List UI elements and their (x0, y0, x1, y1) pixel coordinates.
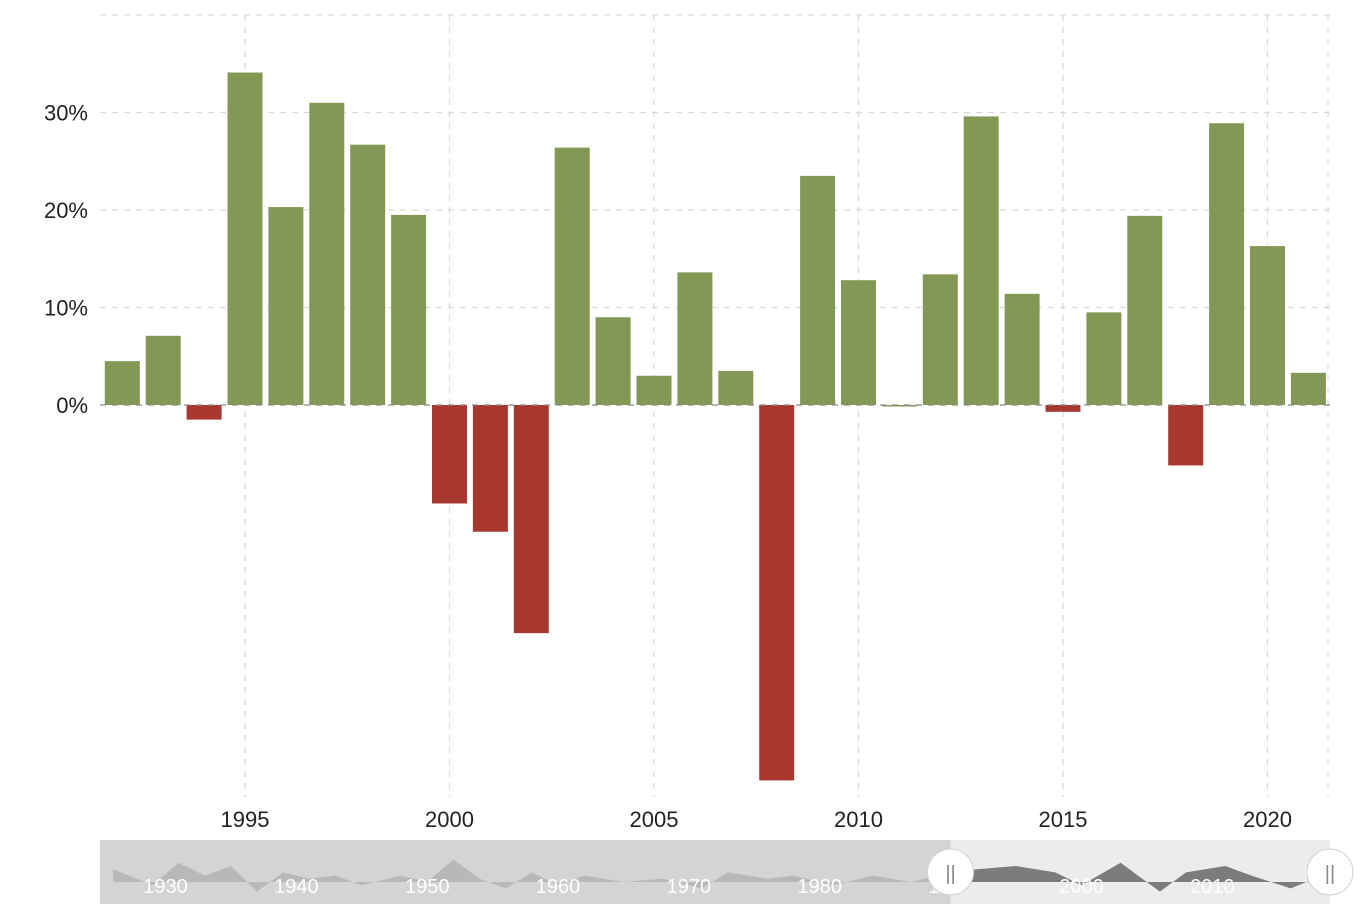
y-tick-label: 20% (44, 198, 88, 223)
bar-2003[interactable] (554, 147, 590, 405)
bar-1992[interactable] (104, 361, 140, 405)
bar-2001[interactable] (472, 405, 508, 532)
navigator-series-area-selected (950, 862, 1330, 892)
bar-2007[interactable] (718, 370, 754, 405)
navigator-axis-label: 1940 (274, 876, 319, 898)
grip-icon: || (945, 863, 955, 885)
bar-2000[interactable] (432, 405, 467, 504)
bar-2010[interactable] (841, 280, 876, 405)
bar-2014[interactable] (1004, 293, 1040, 405)
bar-2021[interactable] (1290, 372, 1326, 405)
x-tick-label: 2010 (834, 807, 883, 832)
x-tick-label: 2005 (630, 807, 679, 832)
x-axis-labels: 1995 2000 2005 2010 2015 2020 (221, 807, 1292, 832)
bar-1996[interactable] (268, 207, 304, 405)
bars (104, 72, 1326, 781)
grid-lines (100, 14, 1330, 797)
navigator-axis-label: 2000 (1059, 876, 1104, 898)
navigator-right-handle[interactable]: || (1306, 848, 1354, 896)
navigator-series-area (113, 859, 951, 892)
navigator-axis-label: 1930 (143, 876, 188, 898)
y-tick-label: 30% (44, 101, 88, 126)
bar-2013[interactable] (963, 116, 999, 406)
navigator-axis-label: 2010 (1190, 876, 1235, 898)
bar-2009[interactable] (800, 175, 836, 405)
bar-1993[interactable] (145, 335, 181, 405)
navigator-axis-label: 1980 (798, 876, 843, 898)
x-tick-label: 2020 (1243, 807, 1292, 832)
x-tick-label: 1995 (221, 807, 270, 832)
navigator-axis-label: 1970 (667, 876, 712, 898)
bar-2004[interactable] (595, 317, 631, 405)
bar-2017[interactable] (1127, 215, 1163, 405)
bar-1995[interactable] (227, 72, 263, 406)
bar-2011[interactable] (881, 405, 917, 407)
bar-2005[interactable] (636, 375, 672, 405)
bar-2002[interactable] (513, 405, 549, 634)
handle-circle[interactable] (927, 848, 975, 896)
bar-1994[interactable] (186, 405, 222, 420)
bar-2015[interactable] (1045, 405, 1081, 412)
bar-2008[interactable] (759, 405, 795, 781)
bar-2016[interactable] (1086, 312, 1122, 405)
handle-circle[interactable] (1306, 848, 1354, 896)
bar-2020[interactable] (1250, 246, 1285, 405)
bar-1997[interactable] (309, 102, 345, 405)
y-tick-label: 10% (44, 296, 88, 321)
y-tick-label: 0% (56, 393, 88, 418)
bar-1998[interactable] (350, 144, 386, 406)
navigator-axis-label: 1960 (536, 876, 581, 898)
bar-1999[interactable] (391, 214, 427, 405)
navigator-left-handle[interactable]: || (927, 848, 975, 896)
x-tick-label: 2000 (425, 807, 474, 832)
y-axis-labels: 0% 10% 20% 30% (44, 101, 88, 419)
x-tick-label: 2015 (1039, 807, 1088, 832)
bar-2018[interactable] (1168, 405, 1204, 466)
navigator-axis-label: 1950 (405, 876, 450, 898)
bar-2012[interactable] (922, 274, 958, 405)
range-navigator[interactable]: 1930194019501960197019801920002010|||| (100, 840, 1354, 904)
bar-2006[interactable] (677, 272, 713, 405)
bar-2019[interactable] (1209, 123, 1245, 405)
grip-icon: || (1325, 863, 1335, 885)
